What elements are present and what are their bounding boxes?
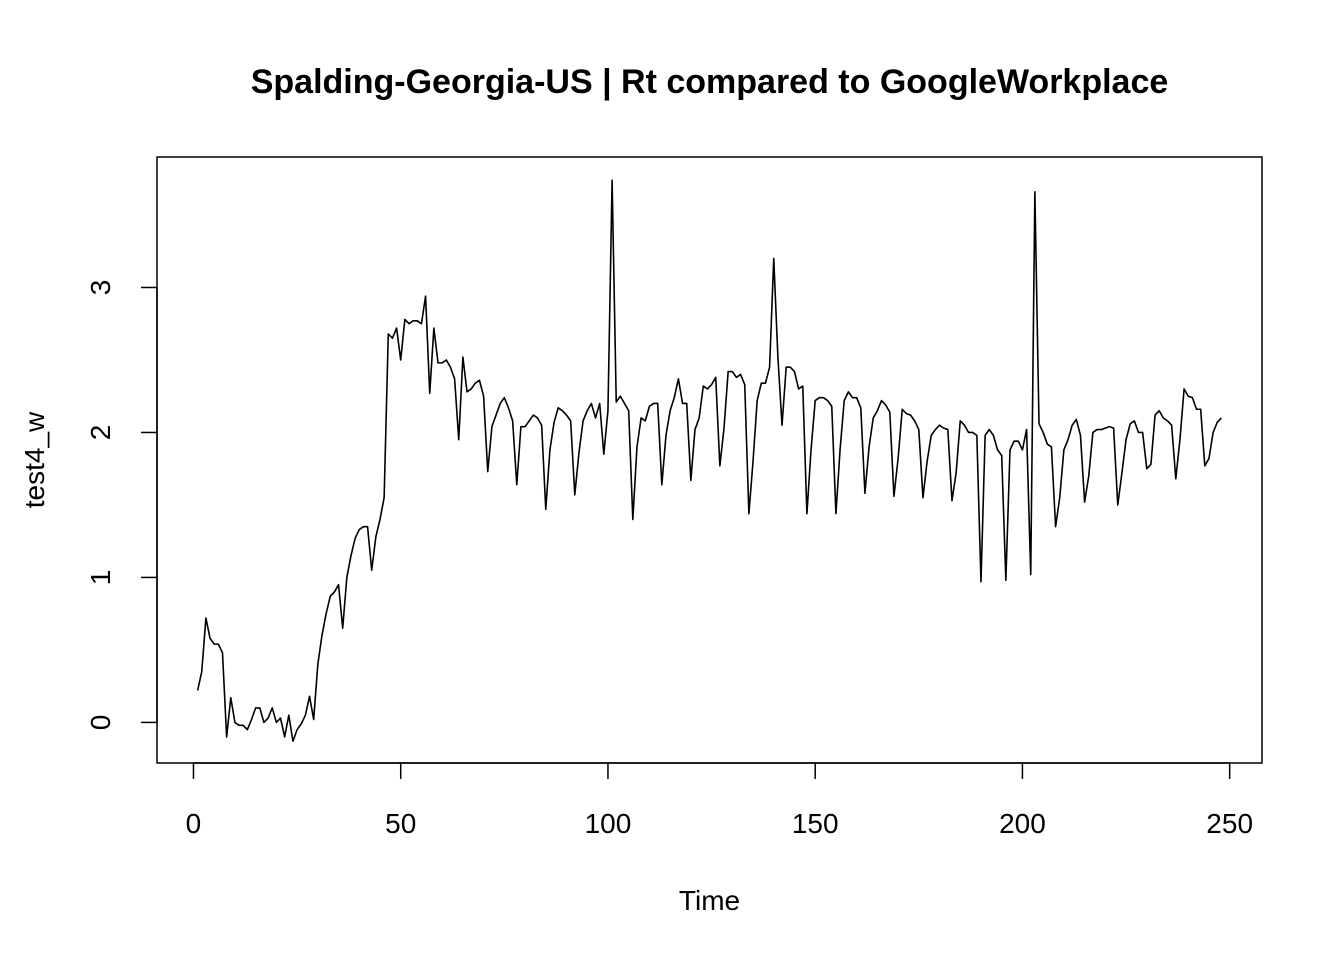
y-axis-label: test4_w: [19, 411, 50, 508]
y-tick-label: 1: [85, 570, 116, 586]
x-tick-label: 100: [585, 808, 632, 839]
x-tick-label: 50: [385, 808, 416, 839]
x-tick-label: 0: [186, 808, 202, 839]
y-tick-label: 3: [85, 280, 116, 296]
series-line: [196, 179, 1222, 743]
y-axis: 0 1 2 3: [85, 280, 158, 731]
x-tick-label: 250: [1206, 808, 1253, 839]
y-tick-label: 0: [85, 715, 116, 731]
chart-title: Spalding-Georgia-US | Rt compared to Goo…: [251, 63, 1169, 101]
x-axis: 0 50 100 150 200 250: [186, 762, 1253, 839]
x-tick-label: 150: [792, 808, 839, 839]
x-axis-label: Time: [679, 885, 740, 916]
y-tick-label: 2: [85, 425, 116, 441]
plot-frame: [156, 156, 1263, 764]
x-tick-label: 200: [999, 808, 1046, 839]
